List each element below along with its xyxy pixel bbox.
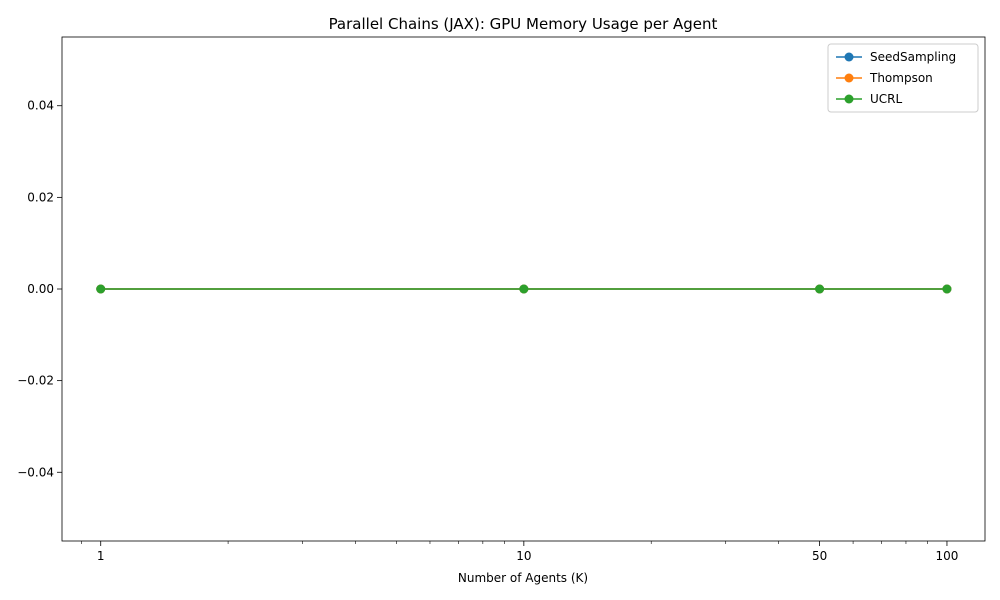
y-tick-label: 0.00 <box>27 282 54 296</box>
x-tick-label: 100 <box>936 549 959 563</box>
x-axis: 1 10 50 100 <box>81 541 958 563</box>
legend-label: Thompson <box>869 71 933 85</box>
data-point <box>942 284 952 294</box>
legend: SeedSampling Thompson UCRL <box>827 43 979 113</box>
x-axis-label: Number of Agents (K) <box>458 571 588 585</box>
legend-item: Thompson <box>836 71 933 85</box>
x-tick-label: 10 <box>516 549 531 563</box>
legend-item: SeedSampling <box>836 50 956 64</box>
x-tick-label: 1 <box>97 549 105 563</box>
data-point <box>815 284 825 294</box>
legend-marker <box>844 94 854 104</box>
chart-title: Parallel Chains (JAX): GPU Memory Usage … <box>329 15 718 33</box>
legend-marker <box>844 73 854 83</box>
y-tick-label: −0.04 <box>17 465 54 479</box>
legend-label: SeedSampling <box>870 50 956 64</box>
y-tick-label: −0.02 <box>17 374 54 388</box>
legend-box <box>827 43 979 113</box>
data-point <box>519 284 529 294</box>
series-ucrl <box>96 284 952 294</box>
legend-label: UCRL <box>870 92 903 106</box>
y-tick-label: 0.02 <box>27 190 54 204</box>
series-layer <box>96 284 952 294</box>
y-axis: −0.04 −0.02 0.00 0.02 0.04 <box>17 99 62 479</box>
legend-item: UCRL <box>836 92 903 106</box>
x-tick-label: 50 <box>812 549 827 563</box>
legend-marker <box>844 52 854 62</box>
y-tick-label: 0.04 <box>27 99 54 113</box>
data-point <box>96 284 106 294</box>
